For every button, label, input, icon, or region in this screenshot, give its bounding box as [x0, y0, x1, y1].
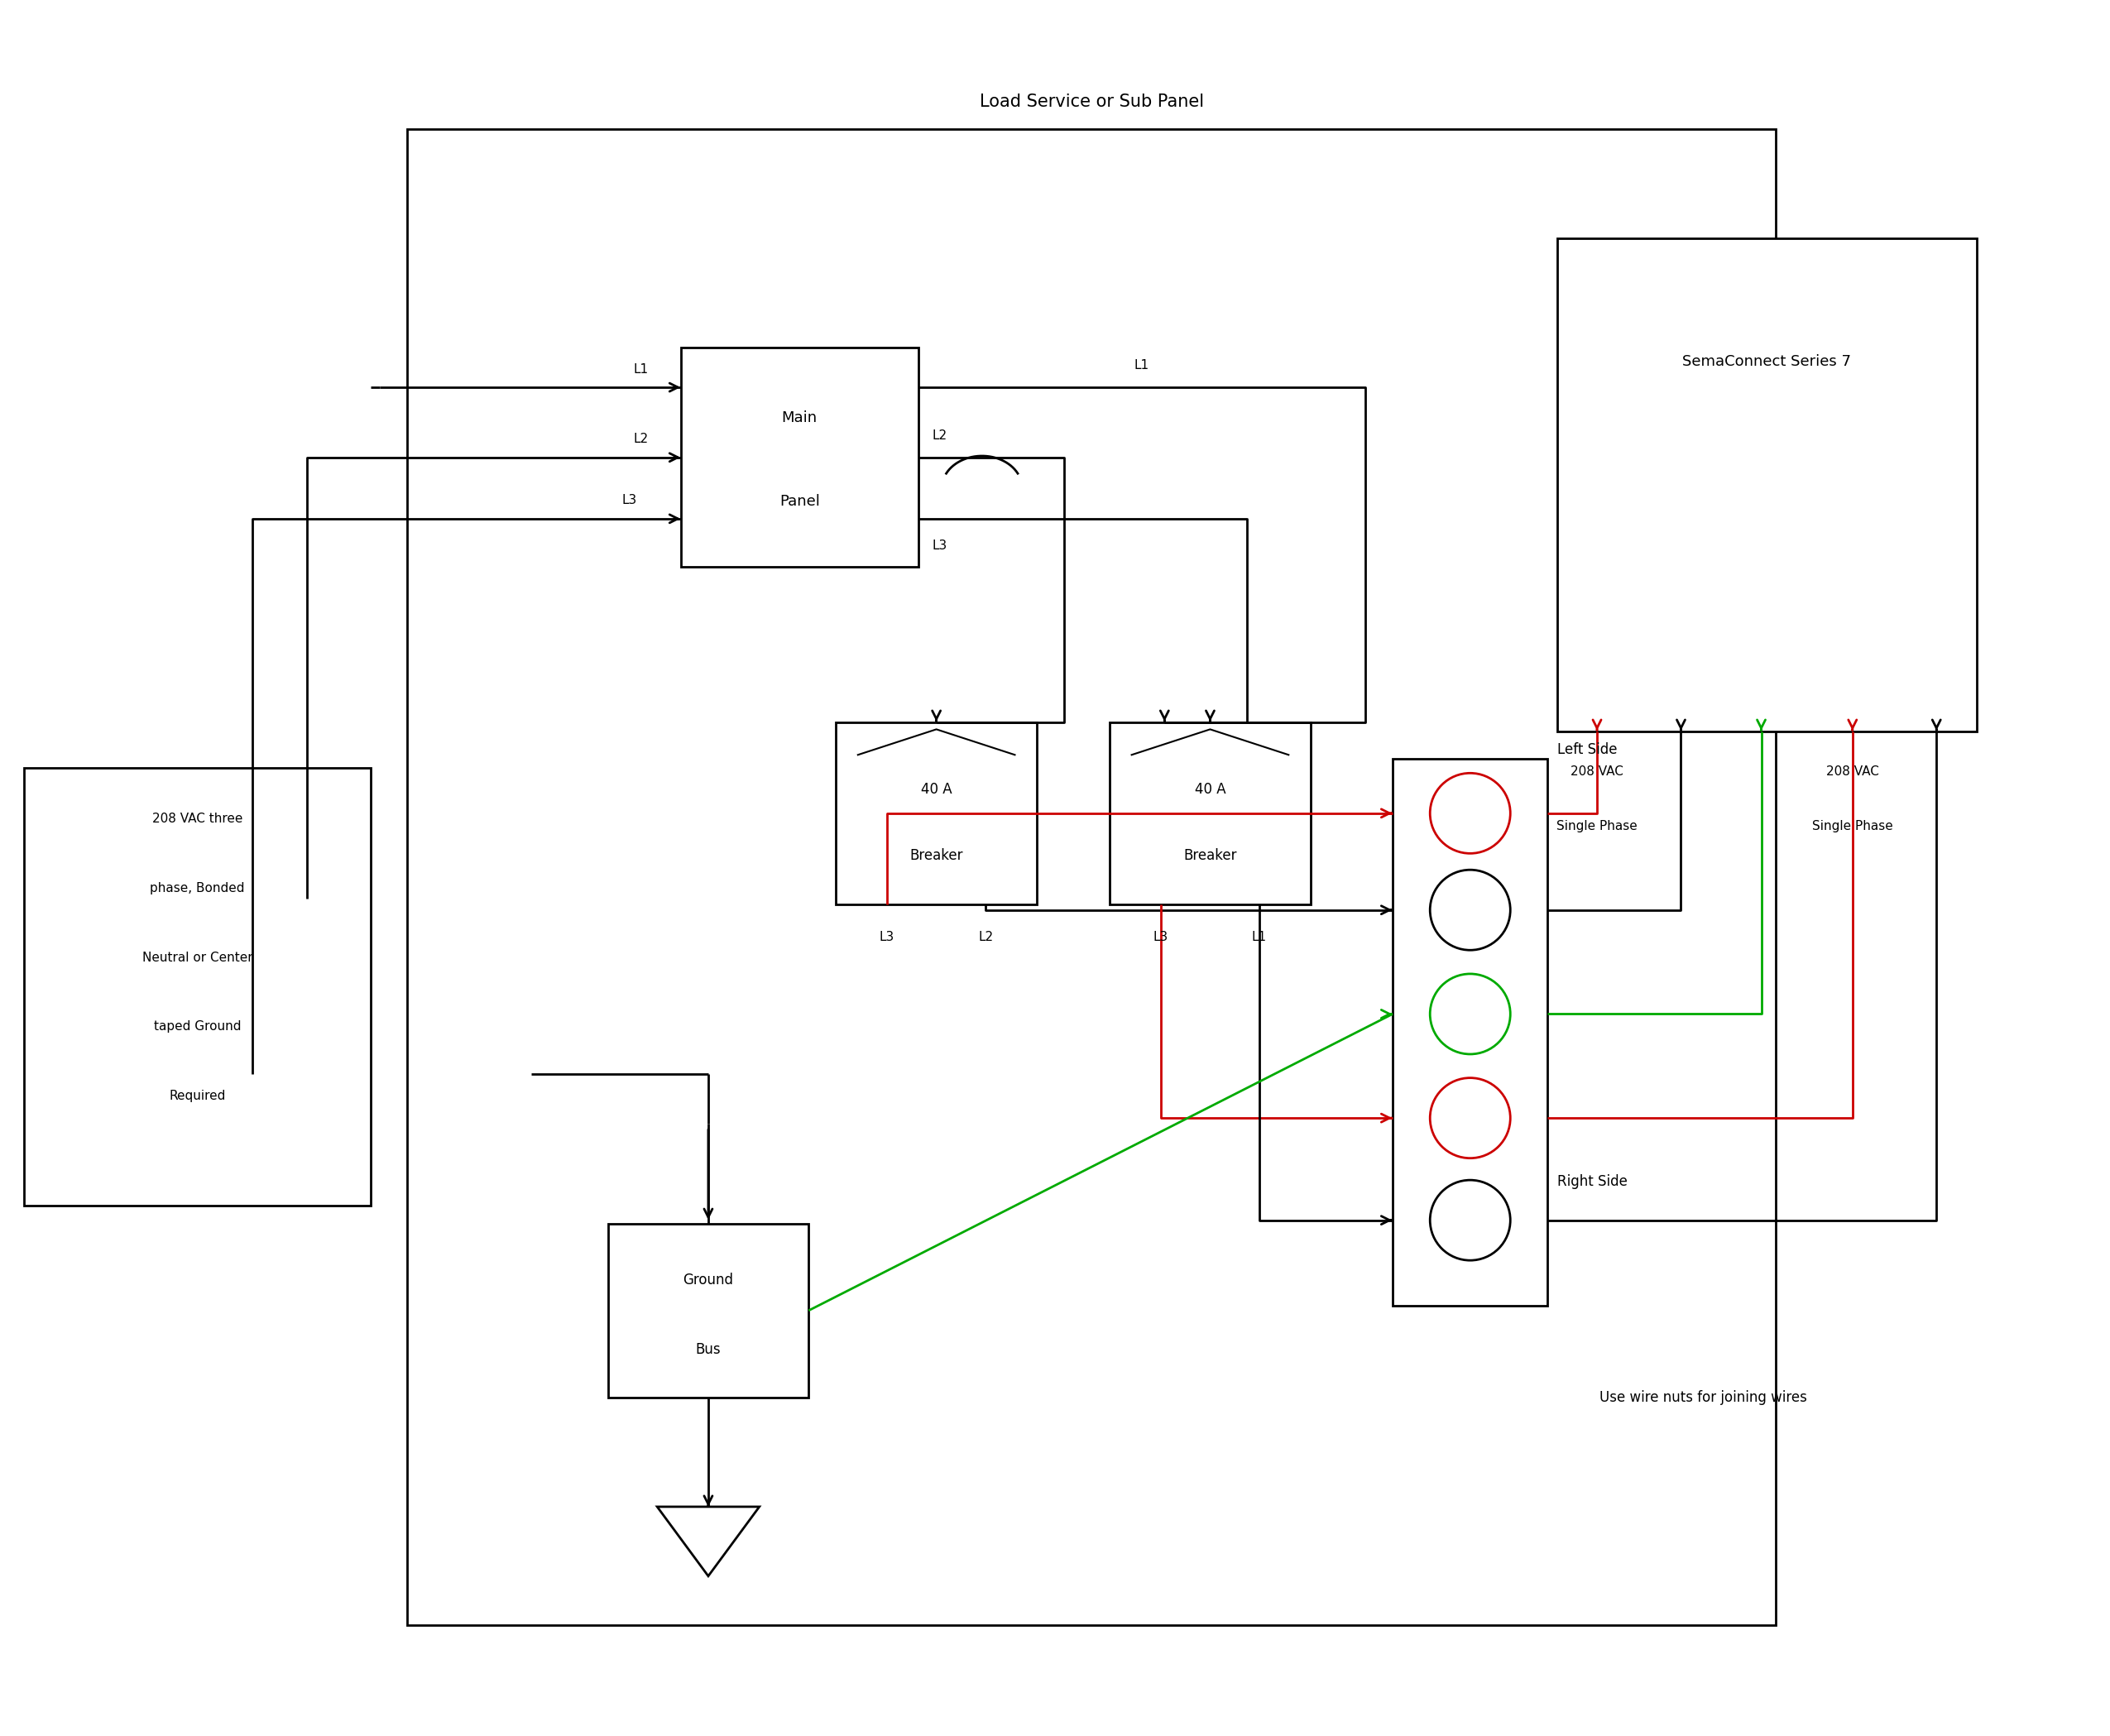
Text: 208 VAC three: 208 VAC three — [152, 812, 243, 825]
Circle shape — [1431, 773, 1511, 854]
Text: L3: L3 — [1154, 930, 1169, 944]
Bar — [1110, 722, 1310, 904]
Text: taped Ground: taped Ground — [154, 1021, 241, 1033]
Text: Right Side: Right Side — [1557, 1175, 1627, 1189]
Text: Neutral or Center: Neutral or Center — [141, 951, 253, 963]
Text: Use wire nuts for joining wires: Use wire nuts for joining wires — [1599, 1391, 1806, 1404]
Polygon shape — [656, 1507, 760, 1576]
Text: L3: L3 — [880, 930, 895, 944]
Text: 40 A: 40 A — [1194, 783, 1226, 797]
Text: Ground: Ground — [684, 1272, 734, 1288]
Text: Panel: Panel — [779, 493, 819, 509]
Text: Main: Main — [781, 410, 817, 425]
Bar — [1393, 759, 1549, 1305]
Text: 40 A: 40 A — [920, 783, 952, 797]
Text: L3: L3 — [933, 540, 947, 552]
Text: Single Phase: Single Phase — [1557, 819, 1637, 832]
Bar — [1557, 238, 1977, 731]
Bar — [608, 1224, 808, 1397]
Text: L1: L1 — [633, 363, 648, 375]
Text: SemaConnect Series 7: SemaConnect Series 7 — [1682, 354, 1850, 370]
Text: Breaker: Breaker — [1184, 847, 1236, 863]
Bar — [682, 347, 918, 568]
Text: 208 VAC: 208 VAC — [1570, 766, 1623, 778]
Text: L2: L2 — [979, 930, 994, 944]
Text: L1: L1 — [1135, 359, 1150, 372]
Text: L2: L2 — [933, 429, 947, 441]
Text: Bus: Bus — [696, 1342, 722, 1358]
Text: 208 VAC: 208 VAC — [1825, 766, 1878, 778]
Text: L1: L1 — [1251, 930, 1266, 944]
Bar — [407, 128, 1777, 1625]
Text: Left Side: Left Side — [1557, 741, 1616, 757]
Text: Required: Required — [169, 1090, 226, 1102]
Bar — [23, 767, 371, 1205]
Text: Breaker: Breaker — [909, 847, 962, 863]
Text: L3: L3 — [622, 495, 637, 507]
Circle shape — [1431, 870, 1511, 950]
Text: Single Phase: Single Phase — [1812, 819, 1893, 832]
Circle shape — [1431, 1180, 1511, 1260]
Text: L2: L2 — [633, 432, 648, 446]
Circle shape — [1431, 974, 1511, 1054]
Text: Load Service or Sub Panel: Load Service or Sub Panel — [979, 94, 1203, 109]
Circle shape — [1431, 1078, 1511, 1158]
Bar — [836, 722, 1036, 904]
Text: phase, Bonded: phase, Bonded — [150, 882, 245, 894]
